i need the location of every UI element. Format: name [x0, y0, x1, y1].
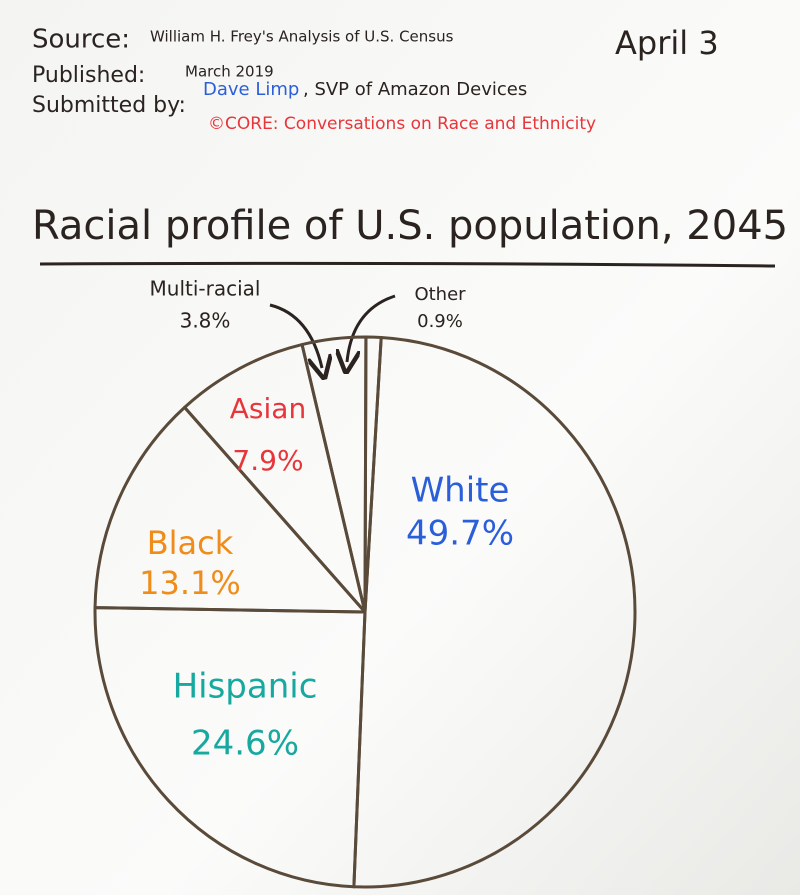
date: April 3	[615, 24, 719, 62]
submitter: Dave Limp	[203, 79, 299, 100]
title-underline	[39, 261, 776, 268]
submitted-label: Submitted by:	[32, 93, 186, 118]
pie-slice	[183, 343, 367, 614]
slice-label: Other	[414, 284, 466, 305]
slice-label: Hispanic	[173, 667, 318, 707]
value-label: 24.6%	[191, 724, 299, 764]
pie-slice	[363, 335, 383, 614]
value-label: 7.9%	[232, 444, 303, 477]
value-label: 0.9%	[417, 311, 463, 332]
source-label: Source:	[32, 25, 130, 55]
slice-label: Black	[147, 524, 234, 562]
arrow	[347, 294, 396, 362]
pie-slice	[352, 335, 637, 889]
value-label: 13.1%	[139, 564, 241, 602]
published: March 2019	[185, 63, 274, 81]
value-label: 49.7%	[406, 514, 514, 554]
pie-slice	[93, 606, 367, 889]
arrow	[269, 303, 322, 368]
source: William H. Frey's Analysis of U.S. Censu…	[150, 28, 454, 46]
pie-slice	[93, 405, 367, 614]
program: ©CORE: Conversations on Race and Ethnici…	[208, 114, 596, 134]
published-label: Published:	[32, 63, 145, 88]
slice-label: Asian	[230, 392, 306, 425]
submitter-role: , SVP of Amazon Devices	[303, 79, 527, 100]
chart-title: Racial profile of U.S. population, 2045	[32, 203, 788, 249]
value-label: 3.8%	[180, 309, 231, 333]
slice-label: White	[411, 471, 510, 511]
slice-label: Multi-racial	[150, 277, 261, 301]
